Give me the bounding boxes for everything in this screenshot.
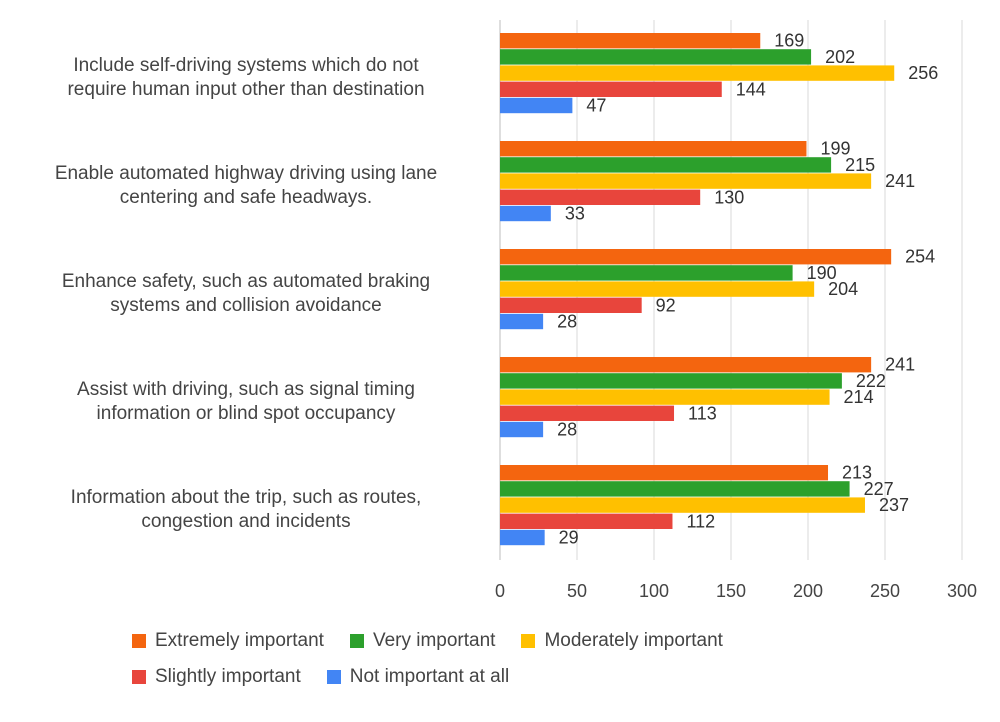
- data-label: 130: [714, 187, 744, 207]
- bar: [500, 265, 793, 281]
- legend-row: Extremely important Very important Moderat…: [132, 630, 749, 652]
- data-label: 237: [879, 495, 909, 515]
- bar: [500, 481, 850, 497]
- category-label: Information about the trip, such as rout…: [71, 487, 422, 532]
- x-tick-label: 50: [567, 581, 587, 601]
- legend-item: Extremely important: [132, 630, 324, 652]
- bar: [500, 529, 545, 546]
- bar: [500, 97, 573, 114]
- data-label: 254: [905, 247, 935, 267]
- bar: [500, 297, 642, 313]
- data-label: 112: [686, 511, 715, 531]
- legend-swatch: [521, 634, 536, 648]
- data-label: 199: [820, 139, 850, 159]
- bar: [500, 81, 722, 97]
- data-label: 202: [825, 47, 855, 67]
- legend-label: Very important: [372, 630, 496, 651]
- data-label: 213: [842, 463, 872, 483]
- data-label: 144: [736, 79, 766, 99]
- x-tick-label: 100: [639, 581, 669, 601]
- data-label: 241: [885, 355, 915, 375]
- category-label: Enable automated highway driving using l…: [55, 163, 437, 208]
- data-label: 92: [656, 295, 676, 315]
- bar: [500, 157, 832, 173]
- bar: [500, 249, 892, 265]
- bar: [500, 281, 815, 297]
- bar: [500, 465, 829, 481]
- x-tick-label: 250: [870, 581, 900, 601]
- legend: Extremely important Very important Moderat…: [0, 620, 1000, 710]
- x-tick-label: 0: [495, 581, 505, 601]
- bars: [500, 33, 895, 546]
- bar: [500, 405, 675, 421]
- category-label: Include self-driving systems which do no…: [67, 55, 424, 100]
- bar: [500, 421, 544, 438]
- category-label: Enhance safety, such as automated brakin…: [62, 271, 430, 316]
- data-label: 47: [586, 96, 606, 116]
- x-tick-label: 200: [793, 581, 823, 601]
- legend-swatch: [349, 634, 364, 648]
- legend-item: Very important: [349, 630, 496, 652]
- legend-swatch: [132, 670, 146, 684]
- legend-item: Moderately important: [521, 630, 723, 652]
- bar: [500, 313, 544, 330]
- legend-swatch: [326, 670, 341, 684]
- data-label: 222: [856, 371, 886, 391]
- legend-item: Slightly important: [132, 666, 301, 688]
- data-label: 29: [559, 528, 579, 548]
- data-label: 241: [885, 171, 915, 191]
- legend-label: Moderately important: [544, 630, 723, 651]
- bar: [500, 389, 830, 405]
- data-label: 204: [828, 279, 858, 299]
- legend-label: Not important at all: [349, 666, 510, 687]
- bar: [500, 189, 701, 205]
- x-axis-ticks: 0 50 100 150 200 250 300: [495, 581, 977, 601]
- data-label: 33: [565, 204, 585, 224]
- data-label: 215: [845, 155, 875, 175]
- bar: [500, 49, 812, 65]
- data-label: 214: [844, 387, 874, 407]
- bar: [500, 33, 761, 49]
- legend-swatch: [132, 634, 146, 648]
- data-label: 190: [807, 263, 837, 283]
- data-label: 227: [864, 479, 894, 499]
- bar: [500, 205, 551, 222]
- category-label: Assist with driving, such as signal timi…: [77, 379, 415, 424]
- category-labels: Include self-driving systems which do no…: [55, 55, 437, 532]
- x-tick-label: 300: [947, 581, 977, 601]
- bar: [500, 357, 872, 373]
- legend-label: Extremely important: [155, 630, 324, 651]
- data-label: 28: [557, 420, 577, 440]
- bar: [500, 497, 865, 513]
- legend-label: Slightly important: [155, 666, 301, 687]
- legend-row: Slightly important Not important at all: [132, 666, 535, 688]
- bar: [500, 373, 842, 389]
- bar: [500, 513, 673, 529]
- x-tick-label: 150: [716, 581, 746, 601]
- legend-item: Not important at all: [326, 666, 510, 688]
- data-label: 28: [557, 312, 577, 332]
- bar: [500, 141, 807, 157]
- data-label: 113: [688, 403, 717, 423]
- bar: [500, 65, 895, 81]
- bar: [500, 173, 872, 189]
- data-label: 256: [908, 63, 938, 83]
- data-label: 169: [774, 31, 804, 51]
